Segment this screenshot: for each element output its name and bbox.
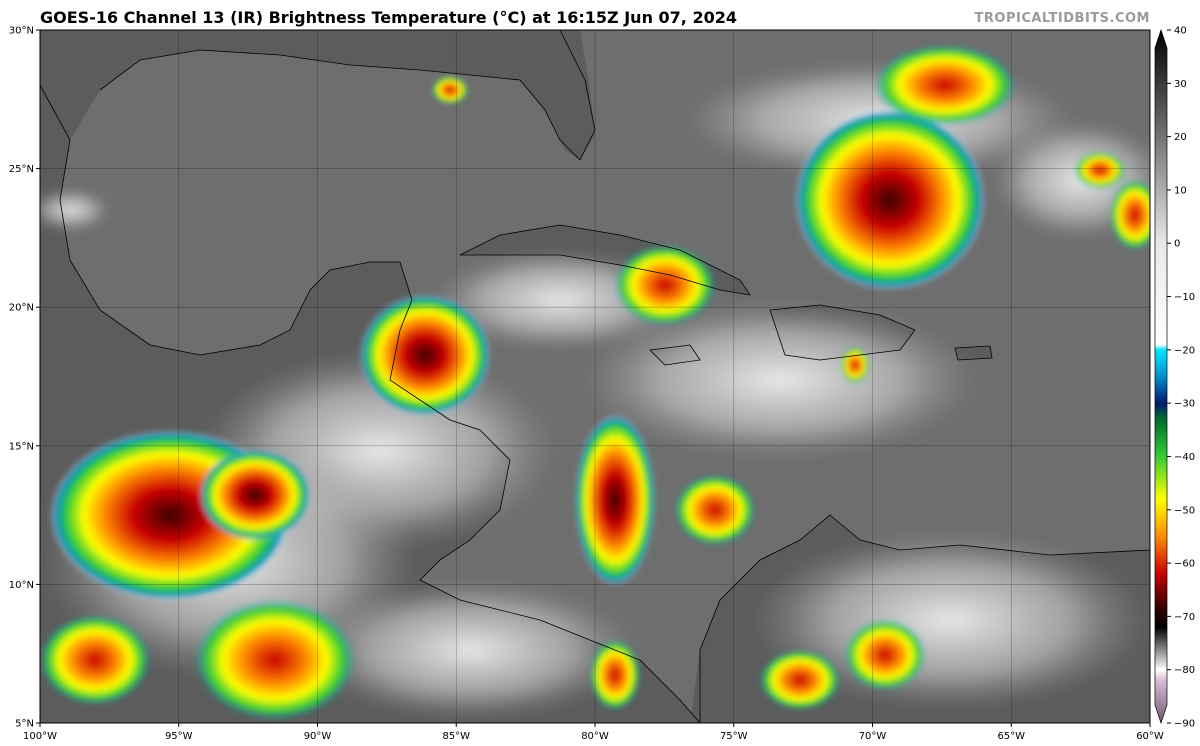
lon-tick-label: 85°W [442, 731, 470, 742]
colorbar-tick-label: −60 [1174, 559, 1195, 570]
lat-tick-label: 25°N [9, 164, 34, 175]
lon-tick-label: 60°W [1136, 731, 1164, 742]
colorbar-tick-label: 10 [1174, 185, 1187, 196]
source-credit: TROPICALTIDBITS.COM [974, 11, 1150, 26]
lat-tick-label: 10°N [9, 580, 34, 591]
lon-tick-label: 70°W [859, 731, 887, 742]
colorbar-tick-label: −80 [1174, 665, 1195, 676]
lat-tick-label: 15°N [9, 441, 34, 452]
lon-tick-label: 80°W [581, 731, 609, 742]
colorbar-tick-label: −20 [1174, 345, 1195, 356]
lat-tick-label: 5°N [15, 719, 34, 730]
colorbar-tick-label: −70 [1174, 612, 1195, 623]
colorbar-tick-label: 40 [1174, 26, 1187, 37]
convective-clusters [40, 45, 1150, 720]
coastlines [40, 30, 1150, 723]
colorbar-tick-label: 30 [1174, 79, 1187, 90]
lat-tick-label: 30°N [9, 26, 34, 37]
lon-tick-label: 95°W [165, 731, 193, 742]
lon-tick-label: 65°W [997, 731, 1025, 742]
colorbar-tick-label: 20 [1174, 132, 1187, 143]
colorbar-tick-label: −90 [1174, 719, 1195, 730]
colorbar-tick-label: −40 [1174, 452, 1195, 463]
temperature-colorbar: 40 30 20 10 0 −10 −20 −30 −40 −50 −60 −70 −80 −90 [1154, 26, 1195, 730]
lon-tick-label: 75°W [720, 731, 748, 742]
colorbar-tick-label: 0 [1174, 239, 1180, 250]
colorbar-tick-label: −10 [1174, 292, 1195, 303]
colorbar-tick-label: −30 [1174, 399, 1195, 410]
lat-tick-label: 20°N [9, 303, 34, 314]
lon-tick-label: 90°W [304, 731, 332, 742]
lon-tick-label: 100°W [23, 731, 57, 742]
gridlines [40, 30, 1150, 723]
colorbar-tick-label: −50 [1174, 505, 1195, 516]
latitude-axis: 30°N 25°N 20°N 15°N 10°N 5°N [9, 26, 40, 730]
longitude-axis: 100°W 95°W 90°W 85°W 80°W 75°W 70°W 65°W 60°W [23, 723, 1164, 742]
map-title: GOES-16 Channel 13 (IR) Brightness Tempe… [40, 8, 737, 27]
